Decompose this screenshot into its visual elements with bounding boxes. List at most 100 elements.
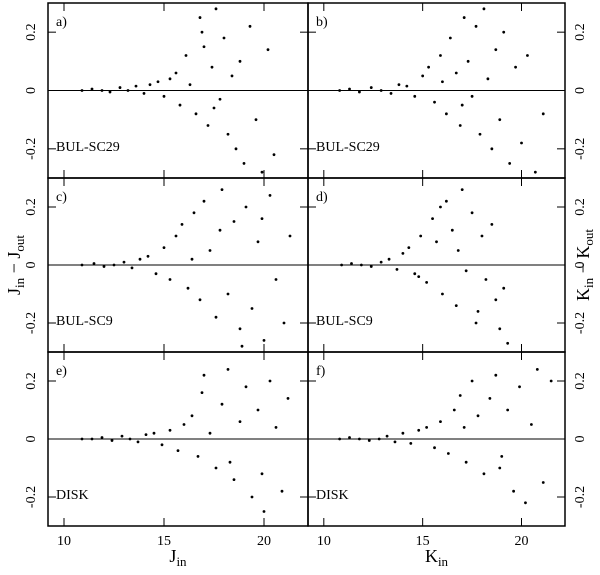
subscript: out [581,229,596,246]
point [210,65,214,69]
point [490,147,494,151]
point [494,298,498,302]
point [80,437,84,441]
subscript: out [12,235,27,252]
point [486,77,490,81]
point [520,141,523,145]
point [194,112,198,116]
point [452,408,456,412]
y-tick-label: 0 [573,262,588,269]
point [444,112,448,116]
point [348,436,351,439]
point [156,80,160,84]
point [110,439,114,442]
point [508,162,512,165]
point [427,65,430,69]
y-tick-label: -0.2 [573,138,588,160]
point [234,147,238,151]
point [458,394,462,397]
y-tick-label: -0.2 [24,138,39,160]
point [369,265,373,268]
point [232,478,236,481]
point [482,7,486,11]
point [338,89,342,92]
point [474,321,478,325]
panel-label: c) [56,190,67,205]
point [464,460,468,464]
panel-label: d) [316,190,328,205]
x-tick-label: 15 [157,534,171,549]
point [514,65,517,69]
point [417,275,421,278]
label-part: K [573,288,593,301]
point [250,307,254,310]
panel-label: e) [56,364,67,379]
point [476,414,480,418]
x-tick-label: 20 [257,534,271,549]
point [220,402,224,406]
point [482,472,486,476]
point [130,266,134,270]
point [444,199,448,203]
point [441,292,444,296]
point [478,132,482,136]
point [90,437,94,441]
point [242,162,246,165]
point [549,379,553,383]
point [413,94,417,98]
point [348,87,351,91]
point [222,36,226,40]
annotation: BUL-SC9 [56,314,113,329]
point [502,30,506,34]
x-axis-label: Jin [169,546,187,569]
x-tick-label: 20 [515,534,529,549]
point [218,228,222,232]
point [460,188,464,192]
y-tick-label: -0.2 [24,486,39,508]
point [226,132,230,136]
point [450,228,454,232]
y-tick-label: -0.2 [24,312,39,334]
point [268,194,272,197]
y-axis-label: Kin − Kout [573,229,596,301]
point [512,489,515,493]
panel-label: f) [316,364,326,379]
point [122,260,126,264]
point [466,59,470,63]
x-tick-label: 10 [57,534,71,549]
point [174,71,178,75]
point [500,455,504,458]
point [462,16,466,19]
y-tick-label: 0.2 [573,372,588,390]
point [80,89,84,92]
y-tick-label: 0 [24,262,39,269]
point [260,170,264,174]
point [174,234,178,238]
y-tick-label: 0.2 [24,198,39,216]
point [208,249,212,252]
point [168,77,172,81]
point [134,84,138,88]
point [272,153,276,157]
point [439,205,442,209]
point [262,339,266,342]
point [214,466,218,470]
point [458,124,462,127]
point [506,408,510,412]
point [254,118,258,122]
point [498,327,502,331]
point [379,260,383,264]
point [230,74,234,78]
point [190,414,194,418]
point [80,263,84,267]
subscript: in [176,554,187,569]
point [454,71,458,75]
point [389,92,393,95]
point [260,217,264,221]
point [413,272,417,276]
point [232,220,236,223]
point [226,292,230,296]
point [377,437,381,441]
point [268,379,272,383]
